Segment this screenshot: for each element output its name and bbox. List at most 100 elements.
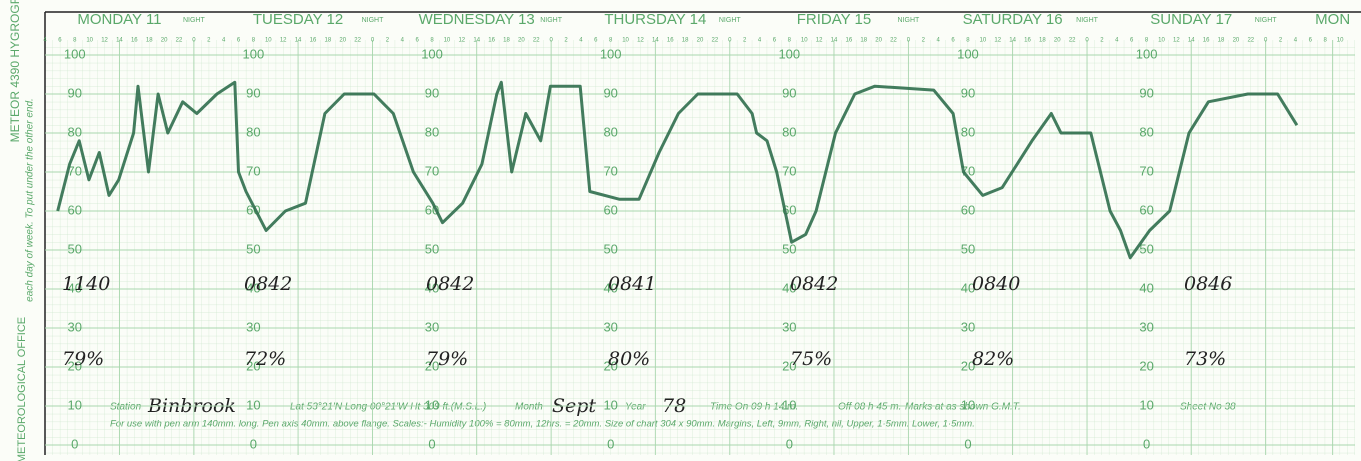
y-tick-label: 0 <box>428 436 435 451</box>
x-tick-label: NIGHT <box>540 17 563 24</box>
hour-label: 18 <box>860 38 867 44</box>
hour-label: 4 <box>1294 38 1298 44</box>
hour-label: 4 <box>1115 38 1119 44</box>
y-tick-label: 40 <box>68 280 82 295</box>
hour-label: 14 <box>473 38 480 44</box>
y-tick-label: 70 <box>1139 163 1153 178</box>
hour-label: 4 <box>222 38 226 44</box>
hour-label: 6 <box>58 38 62 44</box>
hour-label: 6 <box>594 38 598 44</box>
hour-label: 8 <box>1145 38 1149 44</box>
hour-label: 12 <box>816 38 823 44</box>
footer-field: Year <box>625 402 646 413</box>
y-tick-label: 50 <box>246 241 260 256</box>
y-tick-label: 20 <box>425 358 439 373</box>
y-tick-label: 100 <box>957 46 979 61</box>
y-tick-label: 100 <box>600 46 622 61</box>
y-tick-label: 30 <box>68 319 82 334</box>
x-tick-label: NIGHT <box>183 17 206 24</box>
y-tick-label: 70 <box>603 163 617 178</box>
hour-label: 10 <box>801 38 808 44</box>
y-tick-label: 20 <box>1139 358 1153 373</box>
x-tick-label: THURSDAY 14 <box>604 11 706 28</box>
footer-field: Sheet No 38 <box>1180 402 1236 413</box>
y-tick-label: 100 <box>243 46 265 61</box>
y-tick-label: 10 <box>1139 397 1153 412</box>
hour-label: 16 <box>488 38 495 44</box>
y-tick-label: 50 <box>68 241 82 256</box>
hour-label: 8 <box>788 38 792 44</box>
hour-label: 0 <box>371 38 375 44</box>
x-tick-label: TUESDAY 12 <box>253 11 343 28</box>
footer-field: Lat 53°21'N Long 00°21'W Ht 309 ft.(M.S.… <box>290 402 486 413</box>
reading-time: 0840 <box>972 273 1020 295</box>
hour-label: 2 <box>564 38 568 44</box>
y-tick-label: 40 <box>1139 280 1153 295</box>
y-tick-label: 90 <box>603 85 617 100</box>
y-tick-label: 30 <box>782 319 796 334</box>
y-tick-label: 70 <box>782 163 796 178</box>
y-tick-label: 40 <box>782 280 796 295</box>
hour-label: 18 <box>146 38 153 44</box>
y-tick-label: 90 <box>246 85 260 100</box>
hour-label: 14 <box>116 38 123 44</box>
hour-label: 18 <box>682 38 689 44</box>
hour-label: 6 <box>773 38 777 44</box>
hour-label: 18 <box>1218 38 1225 44</box>
hour-label: 6 <box>951 38 955 44</box>
reading-humidity: 82% <box>972 348 1014 370</box>
y-tick-label: 90 <box>1139 85 1153 100</box>
y-tick-label: 60 <box>961 202 975 217</box>
chart-code: METEOR 4390 HYGROGRAM <box>8 0 22 142</box>
hour-label: 4 <box>43 38 47 44</box>
hour-label: 4 <box>937 38 941 44</box>
reading-time: 0842 <box>244 273 292 295</box>
reading-humidity: 75% <box>790 348 832 370</box>
y-tick-label: 0 <box>964 436 971 451</box>
hour-label: 8 <box>430 38 434 44</box>
y-tick-label: 100 <box>64 46 86 61</box>
hour-label: 8 <box>73 38 77 44</box>
hour-label: 16 <box>1203 38 1210 44</box>
hour-label: 20 <box>1233 38 1240 44</box>
y-tick-label: 60 <box>68 202 82 217</box>
hour-label: 12 <box>280 38 287 44</box>
y-tick-label: 30 <box>961 319 975 334</box>
y-tick-label: 80 <box>961 124 975 139</box>
y-tick-label: 100 <box>421 46 443 61</box>
footer-line2: For use with pen arm 140mm. long. Pen ax… <box>110 419 975 430</box>
y-tick-label: 70 <box>246 163 260 178</box>
hour-label: 18 <box>324 38 331 44</box>
hour-label: 8 <box>966 38 970 44</box>
hour-label: 0 <box>549 38 553 44</box>
y-tick-label: 60 <box>1139 202 1153 217</box>
reading-time: 1140 <box>62 273 110 295</box>
y-tick-label: 80 <box>246 124 260 139</box>
hour-label: 0 <box>1085 38 1089 44</box>
hour-label: 16 <box>846 38 853 44</box>
y-tick-label: 20 <box>68 358 82 373</box>
hour-label: 20 <box>1054 38 1061 44</box>
hour-label: 10 <box>265 38 272 44</box>
hour-label: 14 <box>1009 38 1016 44</box>
hour-label: 12 <box>101 38 108 44</box>
hour-label: 8 <box>609 38 613 44</box>
hour-label: 8 <box>1324 38 1328 44</box>
y-tick-label: 100 <box>1136 46 1158 61</box>
hour-label: 10 <box>1337 38 1344 44</box>
hour-label: 2 <box>1100 38 1104 44</box>
y-tick-label: 30 <box>425 319 439 334</box>
y-tick-label: 20 <box>782 358 796 373</box>
reading-humidity: 73% <box>1184 348 1226 370</box>
hour-label: 2 <box>1279 38 1283 44</box>
footer-field: Marks at as shown G.M.T. <box>905 402 1021 413</box>
x-tick-label: WEDNESDAY 13 <box>419 11 535 28</box>
y-tick-label: 20 <box>603 358 617 373</box>
y-tick-label: 10 <box>603 397 617 412</box>
hour-label: 22 <box>712 38 719 44</box>
y-tick-label: 10 <box>782 397 796 412</box>
x-tick-label: NIGHT <box>1255 17 1278 24</box>
reading-time: 0841 <box>608 273 656 295</box>
footer-field: Off 08 h 45 m. <box>838 402 901 413</box>
